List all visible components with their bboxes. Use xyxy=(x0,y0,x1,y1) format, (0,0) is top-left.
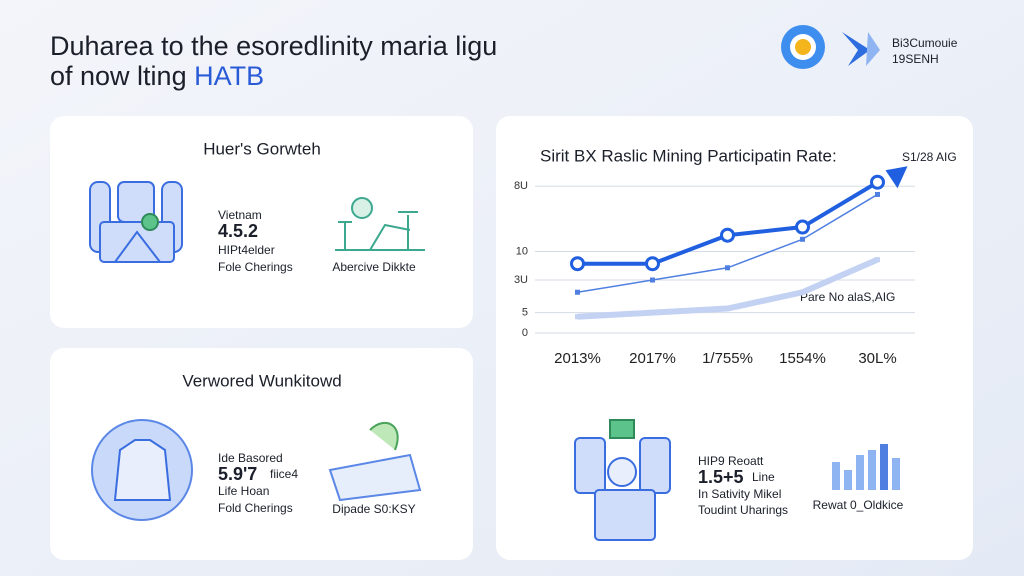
logo xyxy=(781,25,880,69)
x-tick-label: 30L% xyxy=(858,350,896,367)
marker xyxy=(795,219,810,235)
card-title: Huer's Gorwteh xyxy=(203,139,321,158)
text: In Sativity Mikel xyxy=(698,487,781,501)
card-title: Verwored Wunkitowd xyxy=(182,371,341,390)
text: Life Hoan xyxy=(218,484,269,498)
arrow-head xyxy=(885,166,908,189)
x-tick-label: 2013% xyxy=(554,350,601,367)
bar-illustration xyxy=(832,444,900,490)
marker xyxy=(570,256,585,272)
title-part: of now lting xyxy=(50,61,187,91)
icon xyxy=(89,181,183,263)
marker xyxy=(800,289,805,295)
logo-text: Bi3Cumouie xyxy=(892,36,958,50)
title-line2: of now lting HATB xyxy=(50,61,264,91)
label: HIP9 Reoatt xyxy=(698,454,764,468)
caption: Rewat 0_Oldkice xyxy=(813,498,904,512)
text: Fole Cherings xyxy=(218,260,293,274)
x-tick-label: 2017% xyxy=(629,350,676,367)
x-tick-label: 1/755% xyxy=(702,350,753,367)
number: 1.5+5 xyxy=(698,467,744,487)
marker xyxy=(875,257,880,263)
y-tick-label: 10 xyxy=(516,245,528,257)
caption: Dipade S0:KSY xyxy=(332,502,415,516)
logo-text: 19SENH xyxy=(892,52,939,66)
marker xyxy=(575,289,580,295)
marker xyxy=(575,314,580,320)
annotation: Pare No alaS,AIG xyxy=(800,290,895,304)
marker xyxy=(645,256,660,272)
title-line1: Duharea to the esoredlinity maria ligu xyxy=(50,31,497,61)
illustration xyxy=(335,197,425,251)
icon xyxy=(574,419,671,541)
text: Toudint Uharings xyxy=(698,503,788,517)
y-tick-label: 5 xyxy=(522,307,528,319)
marker xyxy=(650,277,655,283)
label: Ide Basored xyxy=(218,451,283,465)
number: 5.9'7 xyxy=(218,464,257,484)
marker xyxy=(875,191,880,197)
marker xyxy=(650,310,655,316)
text: Line xyxy=(752,470,775,484)
y-tick-label: 3U xyxy=(514,274,528,286)
icon xyxy=(91,419,193,521)
illustration xyxy=(328,421,422,502)
number: 4.5.2 xyxy=(218,221,258,241)
chart-title: Sirit BX Raslic Mining Participatin Rate… xyxy=(540,146,837,165)
y-tick-label: 8U xyxy=(514,180,528,192)
marker xyxy=(720,227,735,243)
title-highlight: HATB xyxy=(194,61,264,91)
card xyxy=(50,116,473,328)
marker xyxy=(725,306,730,312)
text: Fold Cherings xyxy=(218,501,293,515)
text: fiice4 xyxy=(270,467,298,481)
text: HIPt4elder xyxy=(218,243,275,257)
caption: Abercive Dikkte xyxy=(332,260,416,274)
panel xyxy=(496,116,973,560)
marker xyxy=(870,174,885,190)
label: Vietnam xyxy=(218,208,262,222)
annotation: S1/28 AIG xyxy=(902,150,957,164)
marker xyxy=(800,236,805,242)
y-tick-label: 0 xyxy=(522,327,528,339)
x-tick-label: 1554% xyxy=(779,350,826,367)
marker xyxy=(725,265,730,271)
